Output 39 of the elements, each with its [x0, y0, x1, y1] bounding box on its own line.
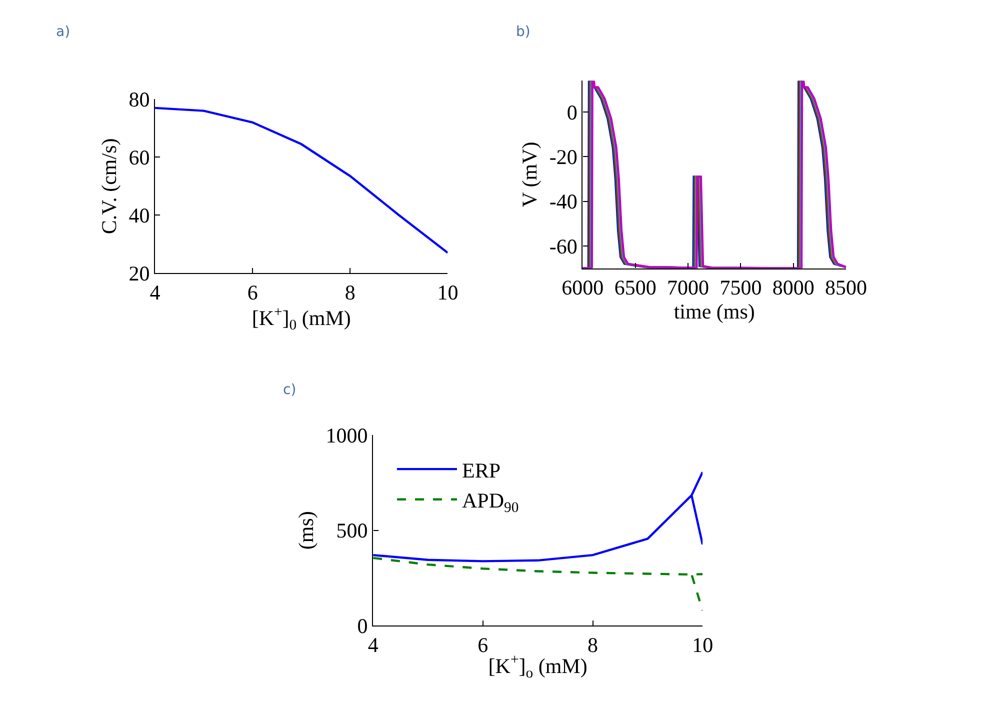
y-tick-label: 20 [128, 261, 150, 286]
x-axis-title: [K$^{+}$]$_{o}$ (mM) [488, 652, 588, 682]
legend-label: APD$_{90}$ [462, 488, 519, 516]
y-tick-label: 1000 [326, 424, 368, 448]
x-tick-label: 6500 [614, 276, 656, 300]
text: b) [516, 24, 530, 40]
x-axis-title: [K$^{+}$]$_{0}$ (mM) [252, 304, 351, 334]
y-tick-label: -60 [549, 234, 578, 258]
y-tick-label: 60 [128, 146, 150, 170]
y-tick-label: 0 [357, 614, 368, 638]
x-tick-label: 10 [692, 632, 714, 657]
x-tick-label: 8000 [772, 276, 814, 300]
x-tick-label: 6 [478, 632, 488, 657]
x-tick-label: 8 [344, 280, 356, 304]
x-tick-label: 8 [588, 632, 598, 657]
y-tick-label: -20 [549, 144, 578, 169]
legend-label: ERP [462, 458, 501, 482]
x-tick-label: 7500 [720, 276, 762, 300]
y-tick-label: 40 [128, 203, 150, 228]
line-series [373, 556, 703, 612]
y-tick-label: 0 [566, 100, 578, 124]
x-tick-label: 10 [437, 280, 458, 304]
y-axis-title: C.V. (cm/s) [96, 138, 121, 234]
x-tick-label: 6 [247, 280, 258, 304]
y-axis-title: (ms) [294, 511, 318, 550]
x-tick-label: 8500 [825, 276, 868, 300]
x-tick-label: 4 [150, 280, 161, 304]
x-tick-label: 6000 [562, 276, 604, 300]
x-tick-label: 7000 [667, 276, 710, 300]
text: a) [56, 24, 70, 40]
line-series [155, 106, 448, 254]
line-series [582, 80, 846, 268]
y-tick-label: -40 [549, 190, 578, 214]
y-tick-label: 500 [336, 518, 368, 543]
y-tick-label: 80 [128, 88, 150, 112]
y-axis-title: V (mV) [517, 142, 542, 208]
x-tick-label: 4 [368, 632, 379, 657]
x-axis-title: time (ms) [674, 300, 755, 324]
text: c) [283, 382, 296, 398]
